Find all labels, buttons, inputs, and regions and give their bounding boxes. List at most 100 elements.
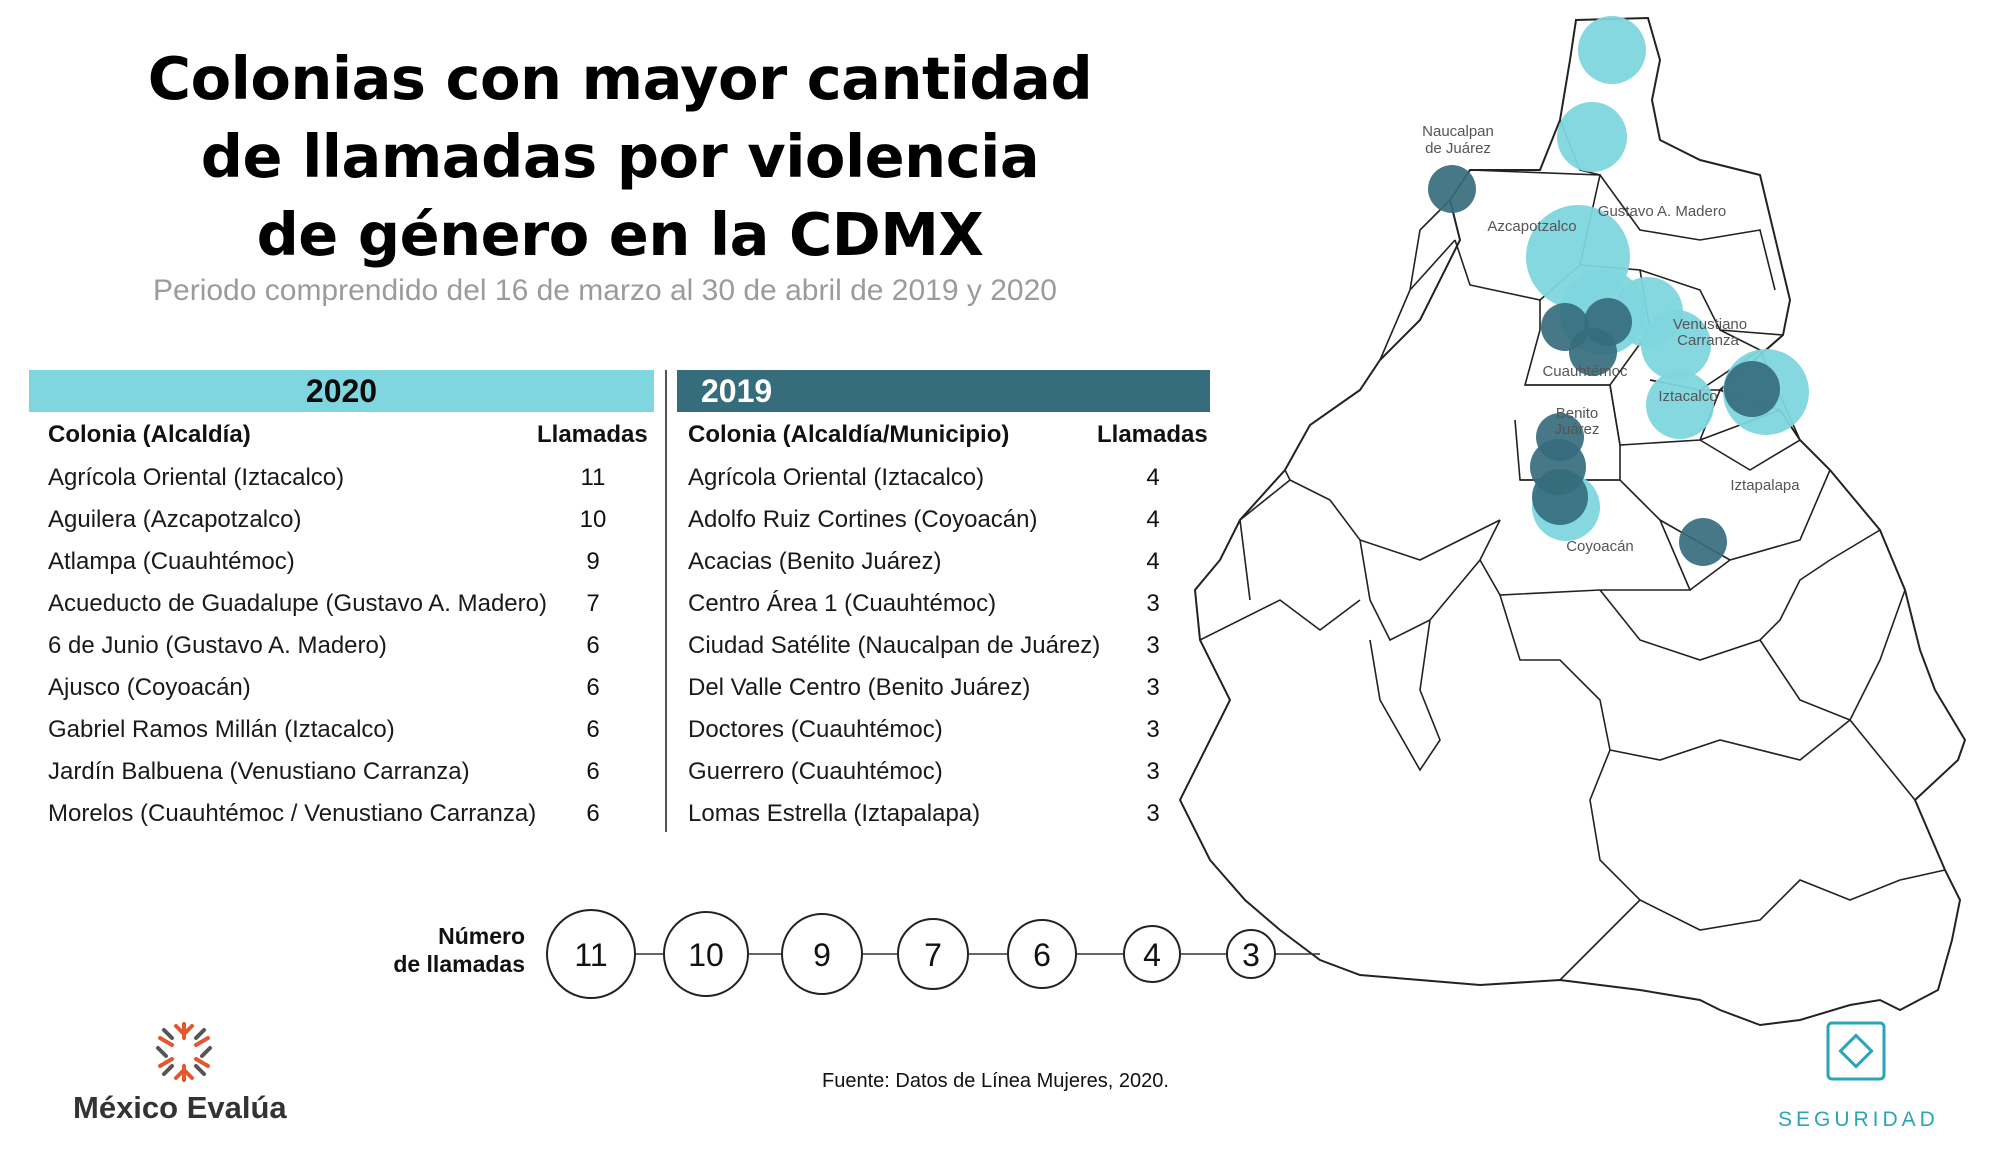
table-2019-row-llamadas: 3 (1146, 632, 1160, 659)
subtitle: Periodo comprendido del 16 de marzo al 3… (153, 274, 1057, 307)
legend-value: 6 (1033, 937, 1051, 973)
table-2019-row-llamadas: 3 (1146, 800, 1160, 827)
bubble-2019-agricola-oriental (1724, 361, 1780, 417)
legend-value: 4 (1143, 937, 1161, 973)
table-2019-row-colonia: Lomas Estrella (Iztapalapa) (688, 800, 981, 827)
legend-circle-9 (781, 913, 863, 995)
legend-scale: 11 10 9 7 6 4 3 (546, 909, 1276, 999)
title-line-3: de género en la CDMX (256, 200, 984, 269)
table-2020-row-llamadas: 6 (586, 674, 600, 701)
table-2019-row-llamadas: 3 (1146, 590, 1160, 617)
table-2019-col-colonia: Colonia (Alcaldía/Municipio) (688, 421, 1010, 448)
table-2020-row-colonia: 6 de Junio (Gustavo A. Madero) (48, 632, 387, 659)
legend-value: 10 (688, 937, 724, 973)
table-2020-row-colonia: Morelos (Cuauhtémoc / Venustiano Carranz… (48, 800, 537, 827)
map-label-vc: Carranza (1677, 332, 1739, 349)
legend-value: 11 (574, 937, 607, 973)
table-2019-row-colonia: Doctores (Cuauhtémoc) (688, 716, 943, 743)
map-label-iztapalapa: Iztapalapa (1730, 477, 1800, 494)
table-2020-col-llamadas: Llamadas (537, 421, 648, 448)
table-2020-row-colonia: Jardín Balbuena (Venustiano Carranza) (48, 758, 470, 785)
border-naucalpan (1379, 199, 1456, 361)
border-tlahuac (1759, 589, 1906, 722)
table-2020-row-colonia: Gabriel Ramos Millán (Iztacalco) (48, 716, 395, 743)
map-label-gam: Gustavo A. Madero (1598, 203, 1726, 220)
table-2020-row-llamadas: 6 (586, 758, 600, 785)
table-2020-row-colonia: Aguilera (Azcapotzalco) (48, 506, 302, 533)
legend-value: 3 (1242, 937, 1260, 973)
source-note: Fuente: Datos de Línea Mujeres, 2020. (822, 1070, 1169, 1092)
bubble-2019-lomas-estrella (1679, 518, 1727, 566)
title-line-1: Colonias con mayor cantidad (147, 44, 1093, 113)
legend-circle-11 (546, 909, 636, 999)
map-label-cuauhtemoc: Cuauhtémoc (1542, 363, 1628, 380)
page-title: Colonias con mayor cantidad de llamadas … (60, 40, 1180, 274)
bubble-2019-doctores (1569, 328, 1617, 376)
table-2020-row-llamadas: 10 (579, 506, 607, 533)
section-label: SEGURIDAD (1778, 1108, 1939, 1131)
legend-circle-4 (1123, 925, 1181, 983)
legend-label: Número de llamadas (360, 922, 525, 978)
table-2019-row-colonia: Guerrero (Cuauhtémoc) (688, 758, 943, 785)
map-label-bj: Juárez (1554, 421, 1599, 438)
legend-circle-10 (663, 911, 749, 997)
map-label-naucalpan: de Juárez (1425, 140, 1491, 157)
border-milpa-alta (1609, 718, 1946, 931)
map-label-azcapotzalco: Azcapotzalco (1487, 218, 1576, 235)
legend-circle-7 (897, 918, 969, 990)
table-2019-row-colonia: Del Valle Centro (Benito Juárez) (688, 674, 1031, 701)
legend-label-line-2: de llamadas (393, 951, 525, 977)
legend-circle-6 (1007, 919, 1077, 989)
map-label-naucalpan: Naucalpan (1422, 123, 1494, 140)
table-2019-row-llamadas: 3 (1146, 758, 1160, 785)
legend-value: 7 (924, 937, 942, 973)
table-divider (665, 370, 667, 832)
table-2020-row-llamadas: 7 (586, 590, 600, 617)
seguridad-icon (1826, 1021, 1886, 1081)
map-label-coyoacan: Coyoacán (1566, 538, 1634, 555)
table-2019-row-llamadas: 3 (1146, 716, 1160, 743)
table-2020-row-colonia: Ajusco (Coyoacán) (48, 674, 251, 701)
table-2019-header: 2019 (677, 370, 1210, 412)
bubble-2020-jardin-balbuena (1641, 310, 1711, 380)
table-2020-row-colonia: Agrícola Oriental (Iztacalco) (48, 464, 345, 491)
map-label-bj: Benito (1556, 405, 1599, 422)
bubble-2020-6-de-junio (1557, 102, 1627, 172)
border-alvaro-obregon (1284, 469, 1501, 642)
border-tlalpan (1499, 594, 1642, 981)
bubbles-2019 (1428, 165, 1780, 566)
table-2019-col-llamadas: Llamadas (1097, 421, 1208, 448)
table-2020-row-llamadas: 6 (586, 716, 600, 743)
table-2020-row-colonia: Atlampa (Cuauhtémoc) (48, 548, 295, 575)
table-2019-row-colonia: Adolfo Ruiz Cortines (Coyoacán) (688, 506, 1038, 533)
bubble-2020-acueducto (1578, 16, 1646, 84)
brand-name: México Evalúa (73, 1090, 287, 1125)
title-line-2: de llamadas por violencia (200, 122, 1040, 191)
alcaldia-borders (1199, 119, 1946, 981)
table-2019-row-colonia: Centro Área 1 (Cuauhtémoc) (688, 590, 997, 617)
table-2020-header: 2020 (29, 370, 654, 412)
border-magdalena (1369, 619, 1441, 772)
mexico-evalua-logo-icon (156, 1022, 212, 1082)
border-bj (1514, 384, 1621, 481)
table-2019-row-colonia: Agrícola Oriental (Iztacalco) (688, 464, 985, 491)
legend-circle-3 (1226, 929, 1276, 979)
table-2020-row-llamadas: 6 (586, 632, 600, 659)
bubble-2019-ciudad-satelite (1428, 165, 1476, 213)
table-2020-row-llamadas: 9 (586, 548, 600, 575)
table-2019-row-llamadas: 4 (1146, 506, 1160, 533)
table-2020-row-llamadas: 6 (586, 800, 600, 827)
table-2020-col-colonia: Colonia (Alcaldía) (48, 421, 251, 448)
border-cuajimalpa (1199, 479, 1361, 641)
bubble-2020-gabriel-ramos (1646, 371, 1714, 439)
table-2019-row-colonia: Ciudad Satélite (Naucalpan de Juárez) (688, 632, 1101, 659)
table-2019-row-llamadas: 4 (1146, 548, 1160, 575)
map-label-vc: Venustiano (1673, 316, 1747, 333)
table-2019-row-llamadas: 4 (1146, 464, 1160, 491)
legend-value: 9 (813, 937, 831, 973)
table-2019-row-llamadas: 3 (1146, 674, 1160, 701)
table-2020-row-colonia: Acueducto de Guadalupe (Gustavo A. Mader… (48, 590, 547, 617)
border-gam (1559, 119, 1776, 291)
border-xochimilco (1599, 529, 1881, 661)
